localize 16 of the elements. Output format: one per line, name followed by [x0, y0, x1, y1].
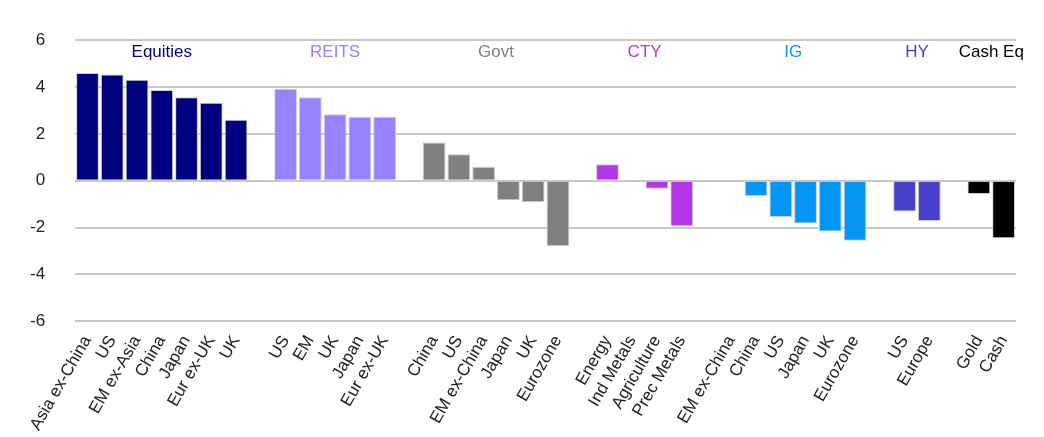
text: Cash Eq [958, 42, 1024, 62]
text: CTY [627, 42, 662, 62]
y-tick-label: 6 [35, 29, 46, 49]
series-label: REITS [310, 42, 361, 62]
x-tick-label: EM [288, 332, 318, 364]
y-tick-label: 4 [35, 76, 46, 96]
y-tick-label: -6 [29, 310, 46, 330]
y-tick-label: 0 [35, 170, 46, 190]
text: HY [905, 42, 929, 62]
text: IG [784, 42, 803, 62]
x-tick-label: UK [215, 331, 244, 363]
y-tick-label: 2 [35, 123, 46, 143]
y-tick-label: -4 [29, 264, 46, 284]
text: Govt [478, 42, 515, 62]
y-tick-label: -2 [29, 217, 46, 237]
series-label: Equities [131, 42, 193, 62]
